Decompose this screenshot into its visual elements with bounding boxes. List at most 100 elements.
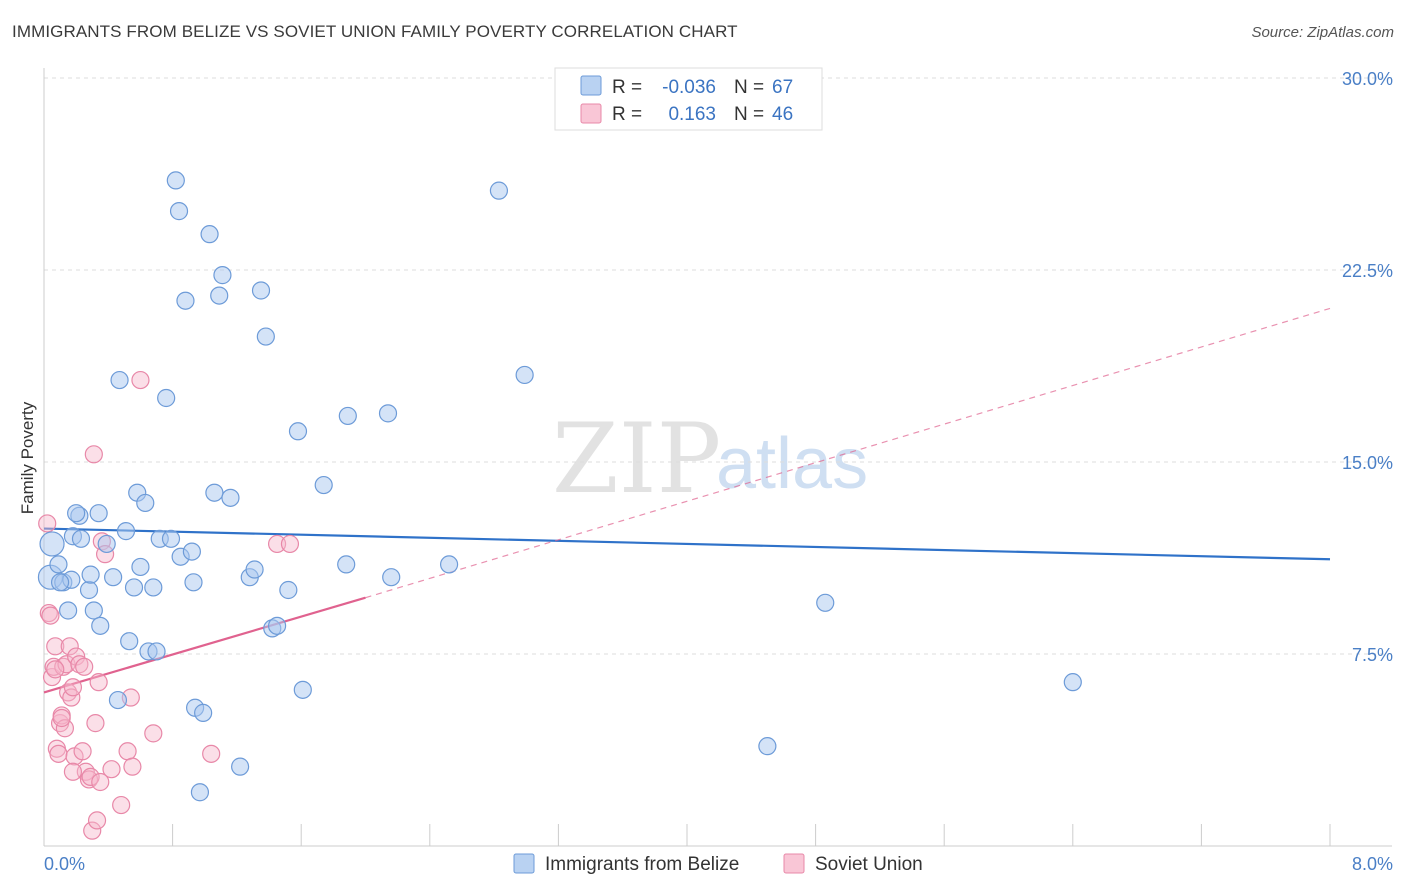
point-belize-37 [190,783,210,802]
point-belize-17 [110,370,129,390]
point-belize-65 [67,504,86,523]
point-belize-9 [79,580,99,600]
point-belize-41 [210,286,229,305]
point-belize-57 [378,404,398,423]
point-belize-19 [120,632,139,651]
point-soviet-33 [112,795,131,815]
point-soviet-28 [89,673,108,692]
point-belize-38 [194,703,213,722]
legend-r-label-1: R = [612,77,642,98]
point-soviet-16 [63,678,83,697]
point-belize-48 [256,327,275,346]
point-belize-4 [59,601,78,620]
chart-title: IMMIGRANTS FROM BELIZE VS SOVIET UNION F… [12,22,738,41]
point-belize-59 [439,555,459,574]
point-belize-23 [136,493,155,513]
point-soviet-19 [70,655,89,674]
point-belize-16 [108,690,128,710]
point-soviet-5 [46,637,65,656]
point-belize-53 [293,680,312,699]
point-belize-39 [200,225,219,244]
trend-line-soviet-dashed [365,307,1331,599]
point-belize-2 [49,555,68,574]
legend-bottom: Immigrants from Belize Soviet Union [513,853,923,875]
watermark-zip: ZIP [552,403,721,515]
legend-bottom-swatch-soviet [783,853,805,874]
point-belize-44 [231,757,250,776]
legend-swatch-soviet [580,103,602,124]
point-belize-54 [314,475,333,495]
point-soviet-37 [131,370,150,390]
point-soviet-24 [83,821,102,840]
point-belize-51 [279,580,298,600]
point-belize-34 [182,542,201,561]
trend-lines [43,307,1331,694]
point-belize-58 [382,568,401,587]
point-belize-8 [71,529,91,548]
point-soviet-39 [202,744,221,763]
legend-n-value-1: 67 [772,77,793,98]
legend-n-label-2: N = [734,104,764,125]
point-belize-28 [157,388,176,408]
legend-r-value-2: 0.163 [668,104,716,125]
point-belize-66 [50,573,70,592]
legend-n-label-1: N = [734,77,764,98]
point-belize-47 [251,281,271,300]
point-belize-60 [489,181,509,200]
point-belize-35 [184,573,203,592]
point-belize-40 [205,483,224,502]
point-belize-10 [81,565,100,584]
point-soviet-26 [86,714,105,733]
legend-bottom-swatch-belize [513,853,535,874]
y-tick-label-3: 30.0% [1342,69,1393,89]
x-tick-label-0: 0.0% [44,854,85,874]
point-belize-20 [124,578,144,597]
legend-bottom-label-soviet: Soviet Union [815,854,923,875]
point-soviet-2 [41,606,60,625]
point-belize-25 [144,578,163,597]
point-belize-29 [161,529,181,548]
point-belize-13 [91,616,110,635]
series-belize-points [37,171,1082,802]
point-soviet-29 [91,772,110,792]
point-belize-61 [515,365,534,385]
point-soviet-44 [75,657,94,676]
point-soviet-36 [123,757,142,776]
tick-labels: 7.5% 15.0% 22.5% 30.0% 0.0% 8.0% [44,69,1393,874]
x-tick-label-1: 8.0% [1352,854,1393,874]
point-soviet-0 [38,514,57,533]
point-belize-26 [147,642,166,661]
point-belize-63 [758,737,777,756]
point-belize-18 [116,522,136,541]
point-belize-15 [104,568,123,587]
y-tick-label-1: 15.0% [1342,453,1393,473]
point-soviet-42 [46,660,65,679]
point-soviet-38 [144,724,163,743]
point-belize-50 [267,616,287,635]
point-belize-62 [816,593,835,612]
point-belize-56 [338,406,357,426]
point-soviet-27 [87,811,107,830]
y-axis-label: Family Poverty [18,401,37,514]
legend-bottom-label-belize: Immigrants from Belize [545,854,739,875]
y-tick-label-2: 22.5% [1342,261,1393,281]
point-belize-64 [1063,673,1082,692]
axes [43,68,1392,847]
legend-n-value-2: 46 [772,104,793,125]
point-soviet-11 [55,719,74,738]
point-soviet-43 [52,708,71,728]
series-soviet-points [38,370,300,840]
legend-swatch-belize [580,75,602,96]
point-soviet-25 [84,445,103,464]
point-soviet-7 [49,744,68,763]
legend-r-value-1: -0.036 [662,77,716,98]
point-soviet-12 [57,655,76,674]
trend-line-soviet [43,596,366,694]
point-soviet-20 [73,742,92,761]
point-belize-22 [131,557,150,577]
point-belize-30 [166,171,185,190]
point-soviet-34 [118,742,137,761]
point-soviet-13 [59,683,78,702]
point-soviet-23 [81,767,100,786]
